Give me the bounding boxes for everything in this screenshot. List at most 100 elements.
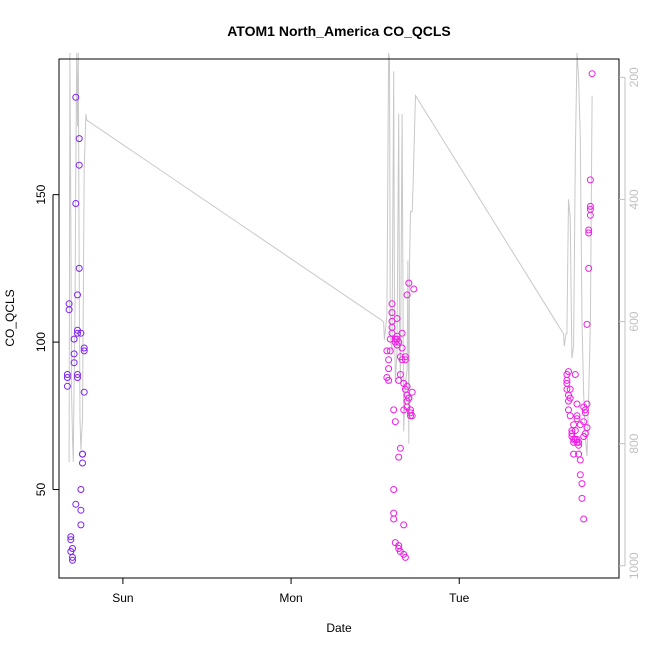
data-point (408, 388, 416, 396)
data-point (401, 353, 409, 361)
y2-tick-label: 800 (627, 433, 641, 453)
data-point (388, 317, 396, 325)
x-tick-label: Mon (279, 591, 302, 605)
data-point (80, 344, 88, 352)
data-point (573, 412, 581, 420)
data-point (405, 394, 413, 402)
data-point (70, 359, 78, 367)
data-point (80, 388, 88, 396)
data-point (63, 374, 71, 381)
data-point (566, 394, 574, 402)
data-point (79, 459, 86, 467)
data-point (588, 70, 596, 78)
data-point (390, 515, 398, 523)
data-point (586, 202, 594, 210)
data-point (77, 521, 85, 529)
data-point (583, 320, 591, 328)
data-point (67, 533, 75, 541)
data-point (390, 509, 398, 517)
data-point (583, 400, 591, 408)
x-axis: Sun Mon Tue (112, 578, 470, 605)
data-point (63, 382, 71, 390)
data-point (401, 553, 409, 561)
plot-frame (58, 58, 620, 579)
data-point (388, 309, 396, 317)
points-layer (63, 70, 596, 564)
data-point (65, 300, 73, 308)
data-point (74, 329, 81, 337)
data-point (578, 494, 586, 502)
y-tick-label: 150 (34, 184, 48, 204)
data-point (69, 556, 76, 564)
data-point (575, 441, 583, 449)
data-point (571, 371, 579, 378)
y2-tick-label: 200 (627, 67, 641, 87)
data-point (570, 421, 578, 429)
data-point (398, 344, 406, 352)
data-point (63, 371, 71, 378)
data-point (573, 400, 581, 408)
data-point (575, 438, 583, 446)
y-axis-label: CO_QCLS (3, 289, 17, 346)
data-point (395, 453, 403, 461)
data-point (79, 450, 86, 458)
data-point (385, 356, 393, 364)
data-point (585, 264, 593, 272)
y2-tick-label: 1000 (627, 552, 641, 579)
profile-line-layer (68, 52, 593, 463)
data-point (69, 553, 76, 561)
data-point (72, 93, 80, 101)
data-point (388, 300, 396, 308)
data-point (583, 424, 591, 432)
data-point (70, 350, 78, 358)
data-point (398, 329, 406, 337)
data-point (565, 368, 572, 376)
data-point (69, 545, 76, 552)
data-point (401, 356, 409, 364)
data-point (581, 409, 589, 417)
data-point (580, 418, 588, 426)
data-point (72, 200, 80, 207)
data-point (383, 347, 391, 355)
data-point (576, 471, 584, 479)
data-point (77, 486, 85, 493)
data-point (390, 406, 398, 414)
secondary-y-axis: 200 400 600 800 1000 (619, 67, 641, 579)
data-point (578, 480, 586, 488)
data-point (405, 279, 413, 287)
y-tick-label: 50 (34, 483, 48, 497)
y2-tick-label: 400 (627, 189, 641, 209)
y-axis: 50 100 150 (34, 184, 59, 496)
data-point (403, 382, 411, 390)
data-point (396, 371, 404, 378)
data-point (410, 285, 418, 293)
data-point (565, 406, 572, 414)
y-tick-label: 100 (34, 332, 48, 352)
data-point (385, 376, 393, 384)
data-point (400, 521, 408, 529)
data-point (396, 444, 404, 452)
data-point (586, 176, 594, 184)
x-tick-label: Tue (449, 591, 470, 605)
data-point (74, 374, 81, 381)
data-point (585, 226, 593, 234)
x-axis-label: Date (326, 621, 352, 635)
data-point (80, 347, 88, 355)
chart-title: ATOM1 North_America CO_QCLS (227, 23, 451, 39)
data-point (393, 315, 401, 322)
data-point (70, 335, 78, 343)
data-point (72, 500, 80, 508)
data-point (573, 415, 581, 423)
data-point (390, 486, 398, 493)
data-point (75, 135, 83, 143)
x-tick-label: Sun (112, 591, 133, 605)
data-point (585, 229, 593, 237)
data-point (386, 347, 394, 355)
data-point (77, 506, 85, 514)
data-point (385, 365, 393, 373)
data-point (580, 515, 588, 523)
data-point (566, 385, 574, 393)
data-point (576, 456, 584, 464)
data-point (571, 427, 579, 435)
